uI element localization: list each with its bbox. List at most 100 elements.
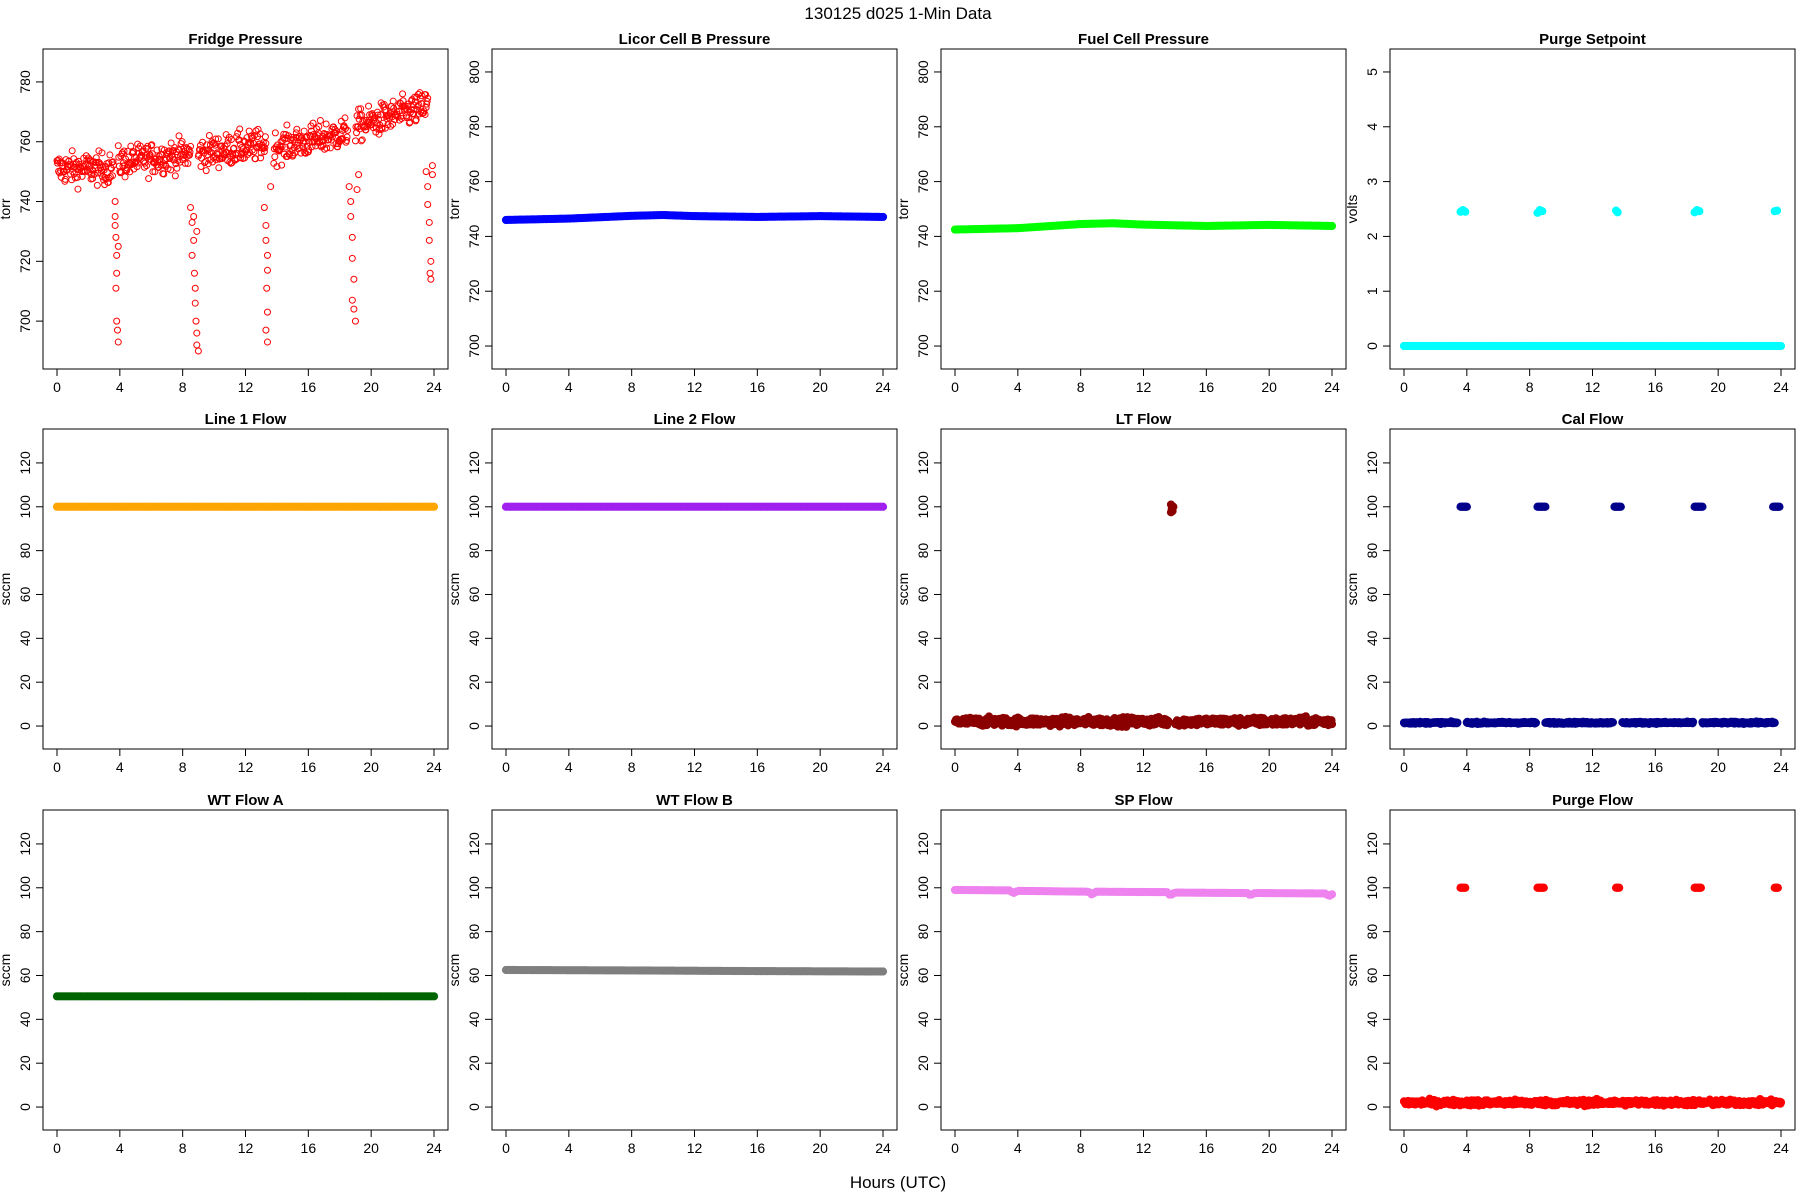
y-tick-label: 40 bbox=[466, 630, 482, 646]
data-point bbox=[362, 126, 370, 134]
y-tick-label: 3 bbox=[1364, 177, 1380, 185]
data-point bbox=[424, 183, 432, 191]
data-point bbox=[214, 135, 222, 143]
plot-frame bbox=[940, 428, 1347, 750]
data-point bbox=[1539, 883, 1548, 892]
data-point bbox=[1695, 207, 1704, 216]
x-tick-label: 16 bbox=[1648, 1140, 1664, 1156]
y-tick-label: 740 bbox=[466, 225, 482, 249]
data-point bbox=[190, 236, 198, 244]
x-tick-label: 24 bbox=[426, 759, 442, 775]
x-tick-label: 4 bbox=[1014, 379, 1022, 395]
data-point bbox=[114, 242, 122, 250]
data-point bbox=[184, 160, 192, 168]
data-point bbox=[1688, 717, 1698, 727]
data-point bbox=[113, 251, 121, 259]
x-tick-label: 12 bbox=[687, 759, 703, 775]
x-tick-label: 4 bbox=[1463, 759, 1471, 775]
data-point bbox=[114, 338, 122, 346]
x-tick-label: 12 bbox=[1585, 759, 1601, 775]
plot-frame bbox=[940, 48, 1347, 370]
y-tick-label: 120 bbox=[17, 832, 33, 856]
x-tick-label: 0 bbox=[53, 379, 61, 395]
chart-panel: Line 2 Flow sccm 0 4 8 12 16 20 24 0 20 40 60 80 100 12… bbox=[446, 411, 898, 775]
data-point bbox=[347, 198, 355, 206]
data-point bbox=[347, 212, 355, 220]
data-point bbox=[1776, 1098, 1786, 1107]
data-point bbox=[297, 149, 305, 157]
data-point bbox=[87, 157, 95, 165]
x-tick-label: 12 bbox=[1136, 379, 1152, 395]
y-tick-label: 5 bbox=[1364, 68, 1380, 76]
data-point bbox=[427, 275, 435, 283]
x-tick-label: 20 bbox=[1710, 379, 1726, 395]
y-axis-label: torr bbox=[446, 198, 462, 219]
panel-title: Purge Setpoint bbox=[1539, 31, 1646, 48]
data-point bbox=[326, 144, 334, 152]
y-tick-label: 700 bbox=[915, 334, 931, 358]
x-tick-label: 4 bbox=[116, 759, 124, 775]
data-point bbox=[1461, 207, 1470, 216]
x-tick-label: 20 bbox=[363, 759, 379, 775]
y-tick-label: 100 bbox=[915, 495, 931, 519]
data-point bbox=[358, 136, 366, 144]
data-point bbox=[314, 132, 322, 140]
data-point bbox=[111, 212, 119, 220]
data-point bbox=[425, 218, 433, 226]
y-tick-label: 80 bbox=[466, 924, 482, 940]
x-tick-label: 24 bbox=[1773, 1140, 1789, 1156]
plot-frame bbox=[1389, 809, 1796, 1131]
x-tick-label: 0 bbox=[1400, 759, 1408, 775]
data-point bbox=[153, 146, 161, 154]
x-tick-label: 0 bbox=[53, 1140, 61, 1156]
data-point bbox=[262, 236, 270, 244]
y-tick-label: 80 bbox=[466, 543, 482, 559]
data-point bbox=[231, 156, 239, 164]
panel-title: Fuel Cell Pressure bbox=[1078, 31, 1209, 48]
panel-title: WT Flow B bbox=[656, 792, 733, 809]
data-point bbox=[351, 137, 359, 145]
data-point bbox=[263, 266, 271, 274]
y-tick-label: 80 bbox=[17, 543, 33, 559]
x-tick-label: 0 bbox=[1400, 1140, 1408, 1156]
data-point bbox=[426, 269, 434, 277]
data-point bbox=[89, 175, 97, 183]
data-point bbox=[412, 116, 420, 124]
y-tick-label: 60 bbox=[1364, 967, 1380, 983]
data-point bbox=[160, 170, 168, 178]
data-point bbox=[389, 97, 397, 105]
x-tick-label: 8 bbox=[628, 759, 636, 775]
y-axis-label: sccm bbox=[0, 954, 13, 987]
plot-frame bbox=[491, 48, 898, 370]
data-point bbox=[1775, 502, 1784, 511]
data-point bbox=[263, 284, 271, 292]
data-point bbox=[261, 133, 269, 141]
data-point bbox=[429, 502, 439, 511]
y-tick-label: 20 bbox=[915, 674, 931, 690]
data-point bbox=[188, 218, 196, 226]
x-tick-label: 12 bbox=[687, 1140, 703, 1156]
data-point bbox=[74, 185, 82, 193]
data-point bbox=[1453, 718, 1462, 727]
data-point bbox=[88, 171, 96, 179]
data-point bbox=[83, 156, 91, 164]
data-point bbox=[365, 102, 373, 110]
data-point bbox=[73, 173, 81, 181]
data-point bbox=[309, 119, 317, 127]
y-tick-label: 740 bbox=[17, 190, 33, 214]
data-point bbox=[202, 167, 210, 175]
data-point bbox=[185, 151, 193, 159]
data-point bbox=[344, 126, 352, 134]
x-tick-label: 24 bbox=[426, 379, 442, 395]
data-point bbox=[878, 967, 888, 976]
panel-title: Line 1 Flow bbox=[205, 411, 287, 428]
y-tick-label: 80 bbox=[915, 543, 931, 559]
data-point bbox=[143, 162, 151, 170]
data-point bbox=[343, 133, 351, 141]
y-tick-label: 80 bbox=[1364, 924, 1380, 940]
data-point bbox=[428, 171, 436, 179]
data-point bbox=[106, 151, 114, 159]
